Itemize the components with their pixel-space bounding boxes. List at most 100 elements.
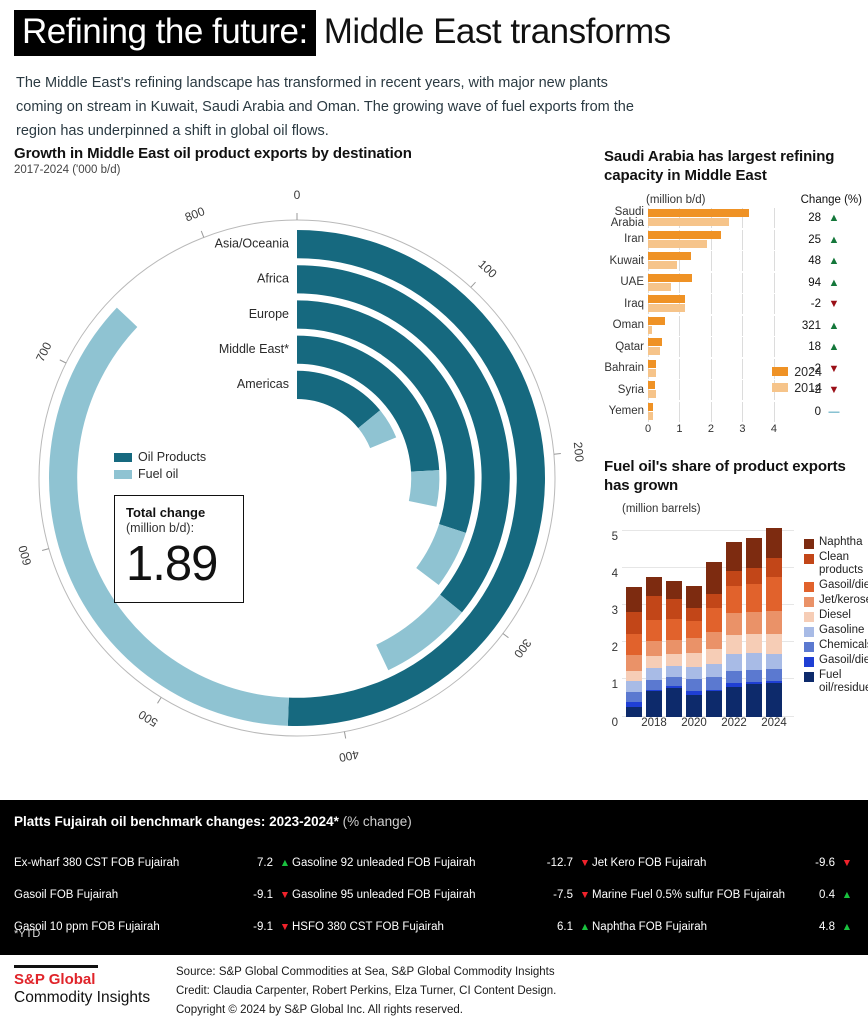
capacity-row: Syria -2 ▼ — [604, 380, 862, 402]
benchmark-name: Gasoline 92 unleaded FOB Fujairah — [292, 857, 476, 869]
stacked-segment — [706, 561, 722, 594]
benchmark-row: Gasoline 95 unleaded FOB Fujairah -7.5 ▼ — [292, 879, 592, 911]
capacity-change-arrow-up: ▲ — [828, 255, 840, 268]
stacked-x-tick: 2024 — [761, 716, 787, 729]
radial-axis-tick: 500 — [136, 707, 161, 730]
radial-category-label: Asia/Oceania — [215, 236, 289, 250]
gridline — [742, 380, 744, 401]
capacity-bar-2024 — [648, 252, 692, 261]
capacity-country-label: Yemen — [608, 405, 644, 417]
stacked-segment — [746, 681, 762, 684]
capacity-bar-2024 — [648, 402, 653, 411]
benchmarks-panel: Platts Fujairah oil benchmark changes: 2… — [0, 800, 868, 955]
stacked-legend-label: Gasoil/diesel — [819, 578, 868, 591]
stacked-segment — [706, 663, 722, 678]
benchmark-value: 6.1 — [557, 921, 573, 933]
benchmark-value: 7.2 — [257, 857, 273, 869]
stacked-segment — [766, 558, 782, 577]
benchmark-name: Ex-wharf 380 CST FOB Fujairah — [14, 857, 180, 869]
gridline — [710, 380, 712, 401]
stacked-segment — [646, 668, 662, 680]
stacked-segment — [626, 681, 642, 693]
capacity-change-arrow-down: ▼ — [828, 384, 840, 397]
benchmark-name: Naphtha FOB Fujairah — [592, 921, 708, 933]
legend-item-oil-products: Oil Products — [114, 450, 206, 464]
capacity-bar-pair — [648, 229, 796, 250]
total-change-value: 1.89 — [126, 537, 218, 591]
stacked-segment — [766, 680, 782, 684]
total-change-unit: (million b/d): — [126, 521, 195, 535]
benchmarks-column: Gasoline 92 unleaded FOB Fujairah -12.7 ▼ G… — [292, 847, 592, 943]
legend-swatch-oil-products — [114, 452, 132, 462]
gridline — [710, 251, 712, 272]
benchmark-row: Marine Fuel 0.5% sulfur FOB Fujairah 0.4 ▲ — [592, 879, 854, 911]
stacked-segment — [766, 683, 782, 717]
capacity-change-value: 321 — [801, 319, 821, 332]
radial-segment-fuel-oil — [48, 307, 289, 726]
benchmarks-heading: Platts Fujairah oil benchmark changes: 2… — [14, 814, 854, 829]
capacity-change-value: -2 — [810, 298, 821, 311]
title-rest: Middle East transforms — [323, 12, 671, 51]
stacked-segment — [726, 670, 742, 684]
stacked-legend-swatch — [804, 656, 814, 667]
gridline — [742, 294, 744, 315]
capacity-bar-2014 — [648, 261, 678, 270]
capacity-country-label: Saudi Arabia — [610, 205, 644, 230]
gridline — [679, 251, 681, 272]
stacked-segment — [646, 655, 662, 669]
capacity-gridlines — [648, 337, 796, 358]
capacity-bar-2014 — [648, 390, 656, 399]
benchmark-row: Gasoil FOB Fujairah -9.1 ▼ — [14, 879, 292, 911]
stacked-segment — [726, 612, 742, 636]
stacked-segment — [726, 586, 742, 613]
stacked-segment — [706, 689, 722, 692]
stacked-segment — [666, 686, 682, 688]
benchmark-value: -9.1 — [253, 921, 273, 933]
stacked-legend-label: Clean products — [819, 551, 864, 576]
benchmarks-heading-bold: Platts Fujairah oil benchmark changes: 2… — [14, 814, 339, 829]
capacity-row: Iraq -2 ▼ — [604, 294, 862, 316]
stacked-legend-item: Naphtha — [804, 536, 868, 549]
benchmark-arrow-down: ▼ — [579, 889, 591, 901]
benchmark-arrow-up: ▲ — [841, 889, 853, 901]
radial-segment-fuel-oil — [416, 524, 466, 586]
capacity-change-header: Change (%) — [800, 193, 862, 206]
gridline — [742, 272, 744, 293]
capacity-change-arrow-flat: — — [828, 405, 840, 418]
capacity-legend-swatch — [772, 367, 789, 376]
capacity-row: UAE 94 ▲ — [604, 272, 862, 294]
stacked-segment — [726, 683, 742, 687]
capacity-bar-2014 — [648, 347, 660, 356]
capacity-change-arrow-down: ▼ — [828, 298, 840, 311]
capacity-legend: 2024 2014 — [772, 365, 822, 397]
gridline — [679, 380, 681, 401]
stacked-legend-swatch — [804, 626, 814, 637]
stacked-segment — [686, 586, 702, 608]
stacked-segment — [646, 576, 662, 596]
gridline — [773, 251, 775, 272]
stacked-x-axis: 2018 2020 2022 2024 — [626, 717, 794, 733]
gridline — [773, 294, 775, 315]
stacked-segment — [746, 538, 762, 569]
benchmark-name: Marine Fuel 0.5% sulfur FOB Fujairah — [592, 889, 786, 901]
radial-category-label: Africa — [257, 272, 289, 286]
gridline — [742, 251, 744, 272]
gridline — [710, 337, 712, 358]
benchmark-value: -9.1 — [253, 889, 273, 901]
capacity-bar-pair — [648, 315, 796, 336]
stacked-legend-swatch — [804, 671, 814, 682]
capacity-bar-pair — [648, 208, 796, 229]
stacked-segment — [626, 692, 642, 703]
benchmark-name: Gasoil FOB Fujairah — [14, 889, 119, 901]
stacked-segment — [766, 576, 782, 611]
stacked-segment — [666, 653, 682, 667]
capacity-bar-2014 — [648, 218, 729, 227]
stacked-segment — [746, 568, 762, 584]
stacked-legend-item: Gasoline — [804, 624, 868, 637]
radial-axis-tick: 700 — [33, 340, 55, 364]
stacked-legend-swatch — [804, 539, 814, 549]
stacked-segment — [646, 595, 662, 620]
gridline — [742, 358, 744, 379]
benchmark-arrow-up: ▲ — [579, 921, 591, 933]
benchmark-row: Jet Kero FOB Fujairah -9.6 ▼ — [592, 847, 854, 879]
